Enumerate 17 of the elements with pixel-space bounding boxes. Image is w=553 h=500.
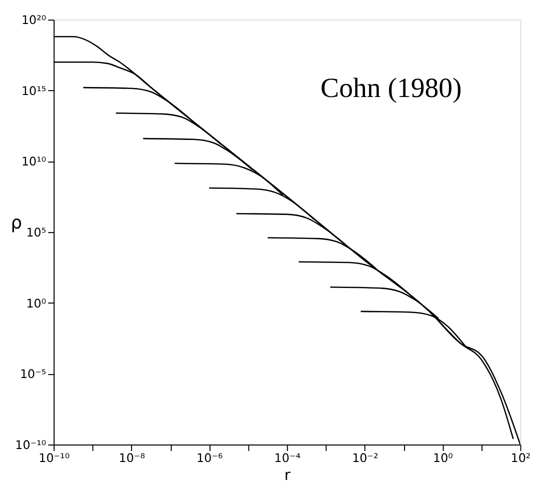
x-tick-label: 10⁻⁶ [196, 450, 223, 465]
y-tick-label: 10¹⁵ [21, 84, 46, 98]
x-tick-label: 10⁻⁸ [118, 450, 146, 465]
y-tick-label: 10⁻⁵ [20, 367, 46, 382]
y-tick-label: 10⁻¹⁰ [15, 438, 46, 452]
x-axis-title: r [284, 466, 292, 484]
x-tick-label: 10⁻² [352, 450, 379, 465]
y-tick-label: 10⁰ [26, 296, 46, 310]
y-tick-label: 10⁵ [26, 226, 46, 240]
x-tick-label: 10⁻⁴ [274, 450, 301, 465]
y-axis-title: ρ [10, 212, 22, 234]
y-tick-label: 10¹⁰ [21, 154, 46, 169]
annotation: Cohn (1980) [320, 73, 462, 104]
y-tick-label: 10²⁰ [21, 13, 46, 28]
x-tick-label: 10⁰ [432, 450, 454, 465]
x-tick-label: 10² [510, 450, 531, 465]
x-tick-label: 10⁻¹⁰ [38, 450, 70, 465]
